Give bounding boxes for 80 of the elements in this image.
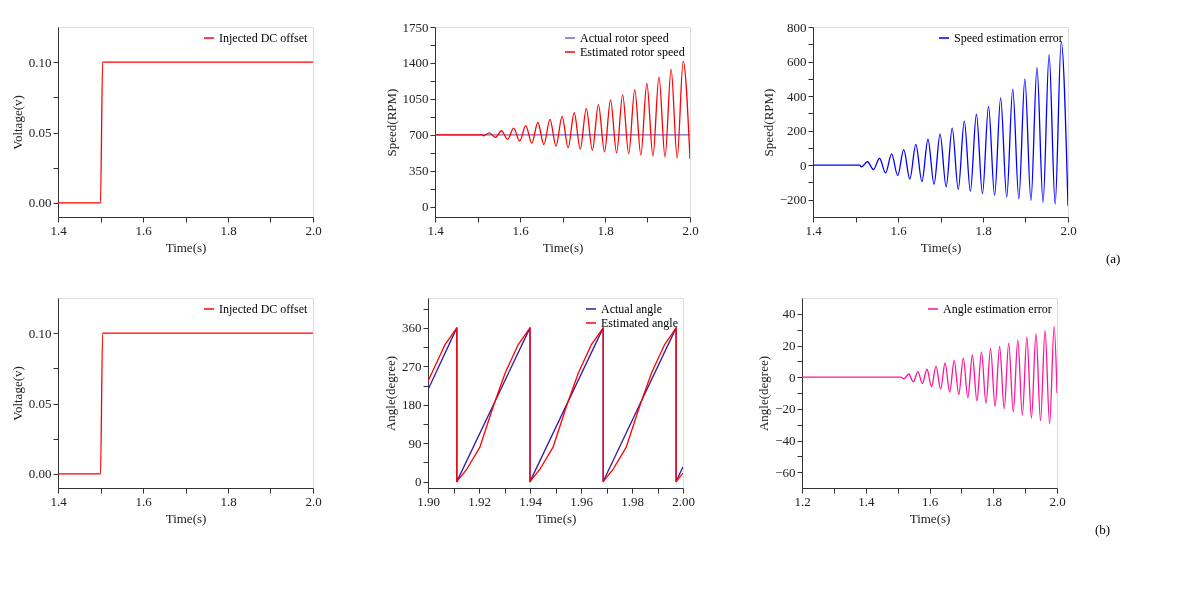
- y-tick-label: 700: [409, 127, 429, 143]
- y-tick-label: 1400: [402, 55, 429, 71]
- x-tick-label: 1.96: [570, 493, 594, 509]
- x-tick-label: 1.94: [519, 493, 543, 509]
- line-series: [435, 60, 690, 160]
- x-axis-title: Time(s): [542, 239, 584, 255]
- y-tick-label: 0.00: [28, 195, 52, 211]
- x-tick-label: 1.4: [805, 222, 823, 238]
- y-tick-label: 180: [402, 397, 422, 413]
- x-tick-label: 1.8: [975, 222, 992, 238]
- y-tick-label: −20: [775, 401, 796, 417]
- legend-label: Estimated rotor speed: [580, 45, 685, 59]
- y-tick-label: −200: [779, 192, 807, 208]
- text: (a): [1106, 251, 1121, 266]
- y-tick-label: 800: [787, 19, 807, 35]
- y-axis-title: Speed(RPM): [760, 88, 776, 157]
- x-tick-label: 1.4: [858, 493, 875, 509]
- y-tick-label: 40: [782, 306, 796, 322]
- x-axis-title: Time(s): [920, 239, 962, 255]
- x-tick-label: 1.6: [512, 222, 530, 238]
- x-tick-label: 1.6: [890, 222, 908, 238]
- y-tick-label: 0: [789, 369, 796, 385]
- x-tick-label: 2.0: [305, 493, 322, 509]
- y-tick-label: 0.10: [28, 54, 52, 70]
- y-tick-label: 0: [415, 474, 422, 490]
- x-tick-label: 1.8: [985, 493, 1002, 509]
- text: (b): [1095, 522, 1111, 537]
- x-axis-title: Time(s): [535, 510, 577, 526]
- y-axis-title: Voltage(v): [9, 366, 25, 421]
- y-axis-title: Angle(degree): [383, 355, 398, 432]
- x-tick-label: 2.0: [682, 222, 699, 238]
- y-tick-label: 600: [787, 54, 807, 70]
- x-tick-label: 2.0: [1060, 222, 1077, 238]
- line-series: [802, 325, 1057, 425]
- y-tick-label: 270: [402, 358, 422, 374]
- x-tick-label: 1.2: [794, 493, 811, 509]
- y-tick-label: 90: [408, 435, 422, 451]
- x-tick-label: 1.4: [427, 222, 445, 238]
- x-tick-label: 2.00: [672, 493, 695, 509]
- y-axis-title: Angle(degree): [756, 355, 772, 432]
- legend-label: Injected DC offset: [219, 302, 309, 316]
- x-axis-title: Time(s): [165, 510, 207, 526]
- y-tick-label: 0.10: [28, 325, 52, 341]
- x-tick-label: 1.8: [220, 493, 237, 509]
- y-tick-label: 350: [409, 163, 429, 179]
- x-tick-label: 1.6: [135, 493, 153, 509]
- x-tick-label: 2.0: [1049, 493, 1066, 509]
- x-tick-label: 2.0: [305, 222, 322, 238]
- x-axis-title: Time(s): [909, 510, 951, 526]
- y-tick-label: 0: [800, 157, 807, 173]
- legend-label: Estimated angle: [601, 316, 678, 330]
- y-tick-label: 0.05: [28, 396, 52, 412]
- legend-label: Angle estimation error: [943, 302, 1052, 316]
- y-tick-label: 0: [422, 199, 429, 215]
- y-tick-label: −40: [775, 433, 796, 448]
- x-tick-label: 1.8: [597, 222, 614, 238]
- x-tick-label: 1.98: [621, 493, 644, 509]
- y-tick-label: 360: [402, 320, 422, 336]
- legend-label: Actual rotor speed: [580, 31, 669, 45]
- x-tick-label: 1.8: [220, 222, 237, 238]
- y-tick-label: 200: [787, 123, 807, 139]
- y-axis-title: Voltage(v): [9, 95, 25, 150]
- y-tick-label: 1750: [402, 19, 429, 35]
- x-axis-title: Time(s): [165, 239, 207, 255]
- y-tick-label: 0.05: [28, 125, 52, 141]
- y-tick-label: 0.00: [28, 466, 52, 482]
- y-tick-label: 1050: [402, 91, 429, 107]
- y-axis-title: Speed(RPM): [383, 88, 399, 157]
- x-tick-label: 1.4: [50, 493, 68, 509]
- x-tick-label: 1.92: [468, 493, 491, 509]
- legend-label: Speed estimation error: [954, 31, 1063, 45]
- x-tick-label: 1.6: [921, 493, 939, 509]
- x-tick-label: 1.90: [417, 493, 440, 509]
- legend-label: Injected DC offset: [219, 31, 309, 45]
- x-tick-label: 1.6: [135, 222, 153, 238]
- y-tick-label: 400: [787, 88, 807, 104]
- x-tick-label: 1.4: [50, 222, 68, 238]
- y-tick-label: −60: [775, 464, 796, 480]
- legend-label: Actual angle: [601, 302, 662, 316]
- y-tick-label: 20: [782, 338, 796, 353]
